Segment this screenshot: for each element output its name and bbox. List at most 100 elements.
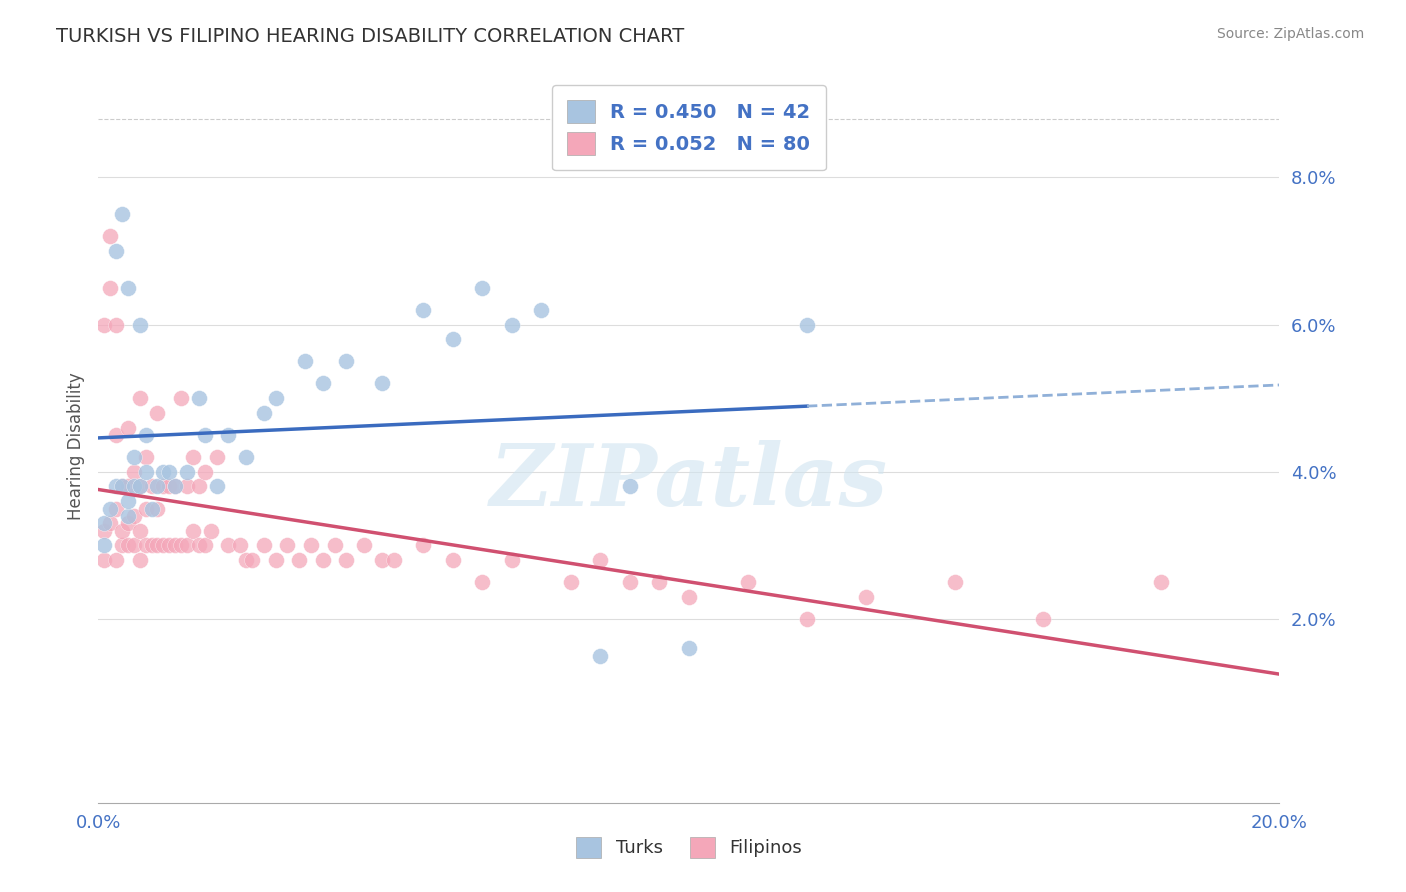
Point	[194, 428, 217, 442]
Point	[128, 391, 150, 405]
Point	[200, 524, 222, 538]
Point	[135, 465, 157, 479]
Point	[194, 465, 217, 479]
Text: TURKISH VS FILIPINO HEARING DISABILITY CORRELATION CHART: TURKISH VS FILIPINO HEARING DISABILITY C…	[56, 27, 685, 45]
Point	[181, 450, 204, 464]
Point	[105, 244, 128, 258]
Point	[93, 318, 115, 332]
Point	[176, 479, 198, 493]
Point	[111, 538, 134, 552]
Point	[146, 538, 169, 552]
Point	[501, 553, 523, 567]
Point	[678, 641, 700, 656]
Point	[122, 450, 145, 464]
Point	[737, 575, 759, 590]
Point	[135, 450, 157, 464]
Point	[501, 318, 523, 332]
Point	[412, 302, 434, 317]
Point	[943, 575, 966, 590]
Point	[152, 479, 174, 493]
Point	[165, 538, 187, 552]
Point	[98, 229, 121, 244]
Point	[122, 538, 145, 552]
Point	[187, 538, 209, 552]
Text: ZIPatlas: ZIPatlas	[489, 440, 889, 524]
Point	[122, 508, 145, 523]
Point	[312, 553, 335, 567]
Point	[111, 207, 134, 221]
Point	[117, 508, 139, 523]
Point	[117, 479, 139, 493]
Point	[128, 479, 150, 493]
Point	[117, 281, 139, 295]
Point	[128, 553, 150, 567]
Point	[299, 538, 322, 552]
Point	[194, 538, 217, 552]
Point	[141, 479, 163, 493]
Point	[181, 524, 204, 538]
Point	[1150, 575, 1173, 590]
Point	[560, 575, 582, 590]
Point	[122, 465, 145, 479]
Point	[111, 524, 134, 538]
Point	[117, 516, 139, 531]
Point	[146, 406, 169, 420]
Point	[855, 590, 877, 604]
Point	[648, 575, 671, 590]
Point	[157, 465, 180, 479]
Point	[187, 391, 209, 405]
Point	[382, 553, 405, 567]
Point	[441, 332, 464, 346]
Point	[135, 428, 157, 442]
Point	[294, 354, 316, 368]
Point	[165, 479, 187, 493]
Point	[335, 354, 357, 368]
Point	[98, 501, 121, 516]
Point	[678, 590, 700, 604]
Point	[157, 479, 180, 493]
Point	[264, 553, 287, 567]
Point	[240, 553, 263, 567]
Point	[796, 318, 818, 332]
Point	[98, 281, 121, 295]
Point	[176, 465, 198, 479]
Point	[441, 553, 464, 567]
Point	[93, 538, 115, 552]
Point	[619, 479, 641, 493]
Point	[353, 538, 375, 552]
Point	[619, 575, 641, 590]
Point	[170, 538, 193, 552]
Point	[796, 612, 818, 626]
Point	[412, 538, 434, 552]
Point	[264, 391, 287, 405]
Point	[152, 538, 174, 552]
Point	[589, 553, 612, 567]
Point	[165, 479, 187, 493]
Point	[93, 516, 115, 531]
Point	[111, 479, 134, 493]
Point	[217, 428, 239, 442]
Text: Source: ZipAtlas.com: Source: ZipAtlas.com	[1216, 27, 1364, 41]
Point	[105, 428, 128, 442]
Point	[253, 538, 276, 552]
Point	[371, 553, 394, 567]
Point	[117, 420, 139, 434]
Point	[530, 302, 553, 317]
Point	[217, 538, 239, 552]
Point	[170, 391, 193, 405]
Point	[141, 538, 163, 552]
Point	[205, 479, 228, 493]
Point	[122, 479, 145, 493]
Point	[128, 524, 150, 538]
Point	[276, 538, 298, 552]
Point	[117, 494, 139, 508]
Point	[312, 376, 335, 391]
Point	[253, 406, 276, 420]
Point	[105, 501, 128, 516]
Point	[152, 465, 174, 479]
Point	[335, 553, 357, 567]
Point	[111, 479, 134, 493]
Point	[105, 479, 128, 493]
Point	[1032, 612, 1054, 626]
Point	[187, 479, 209, 493]
